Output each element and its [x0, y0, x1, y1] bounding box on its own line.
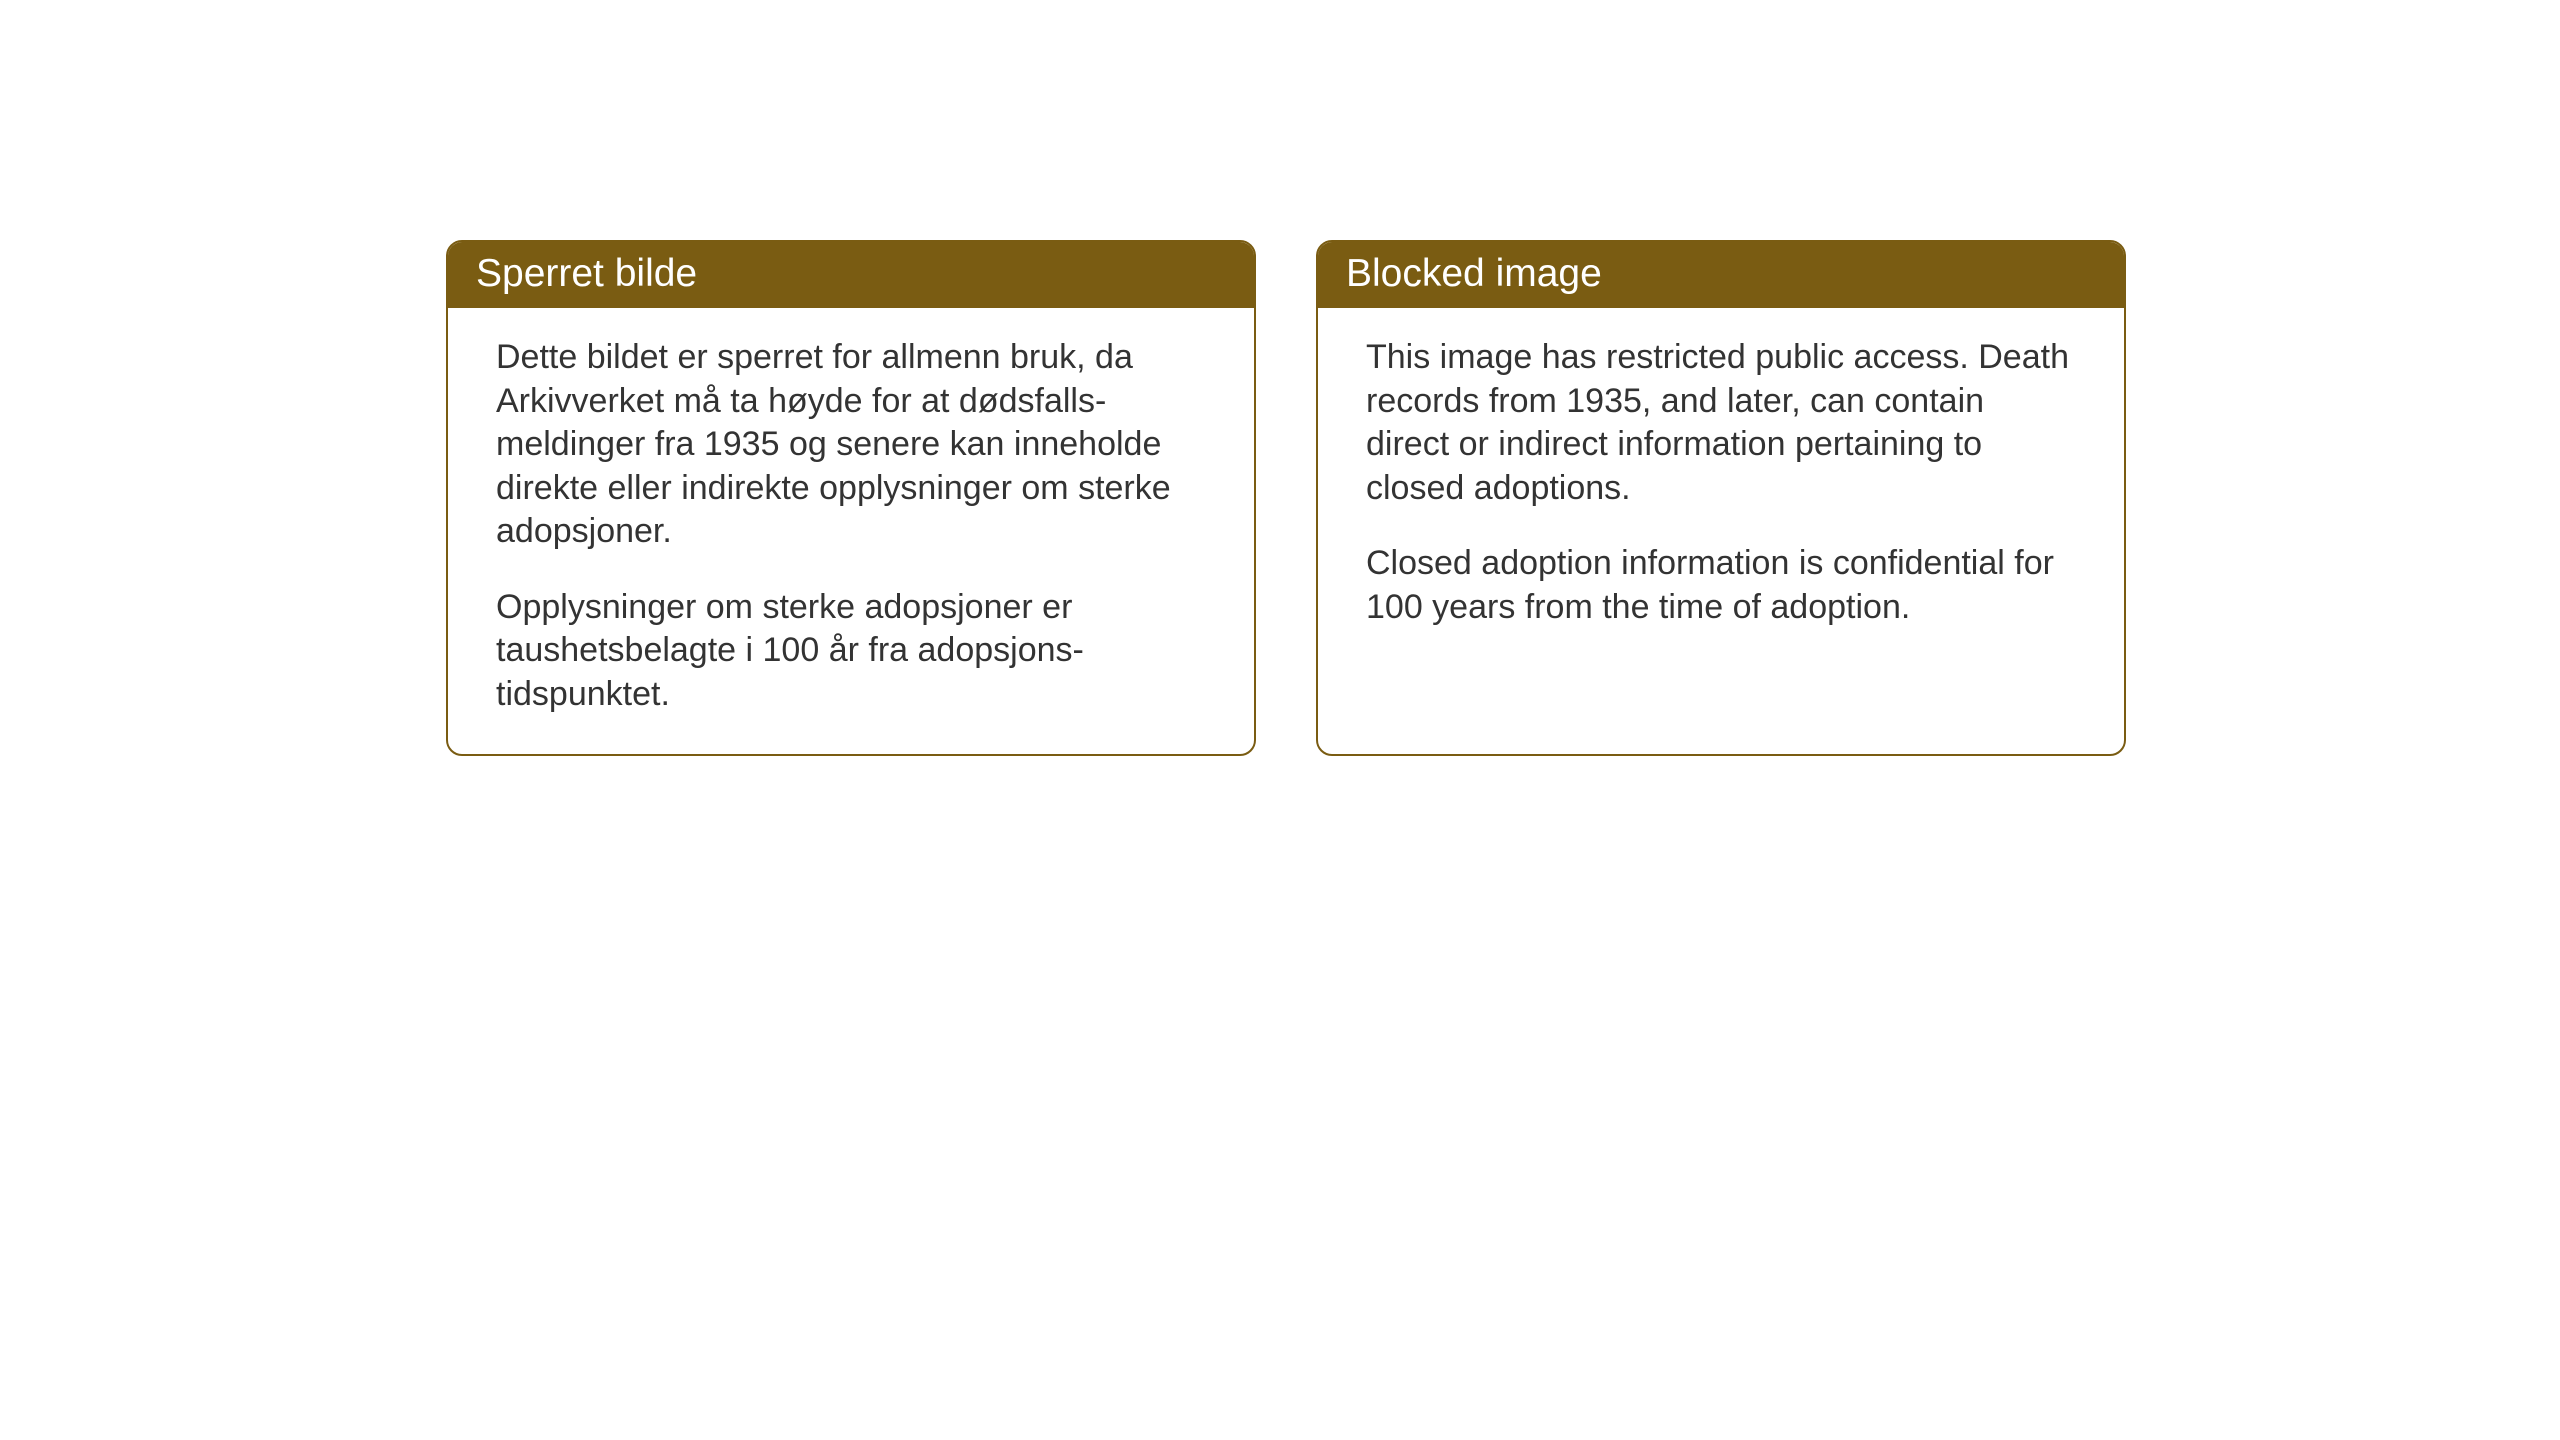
notice-card-norwegian: Sperret bilde Dette bildet er sperret fo…	[446, 240, 1256, 756]
notice-body-norwegian: Dette bildet er sperret for allmenn bruk…	[448, 308, 1254, 754]
notice-header-english: Blocked image	[1318, 242, 2124, 308]
notice-paragraph: This image has restricted public access.…	[1366, 336, 2076, 510]
notice-body-english: This image has restricted public access.…	[1318, 308, 2124, 667]
notice-paragraph: Opplysninger om sterke adopsjoner er tau…	[496, 586, 1206, 717]
notice-container: Sperret bilde Dette bildet er sperret fo…	[446, 240, 2126, 756]
notice-paragraph: Closed adoption information is confident…	[1366, 542, 2076, 629]
notice-header-norwegian: Sperret bilde	[448, 242, 1254, 308]
notice-paragraph: Dette bildet er sperret for allmenn bruk…	[496, 336, 1206, 554]
notice-card-english: Blocked image This image has restricted …	[1316, 240, 2126, 756]
